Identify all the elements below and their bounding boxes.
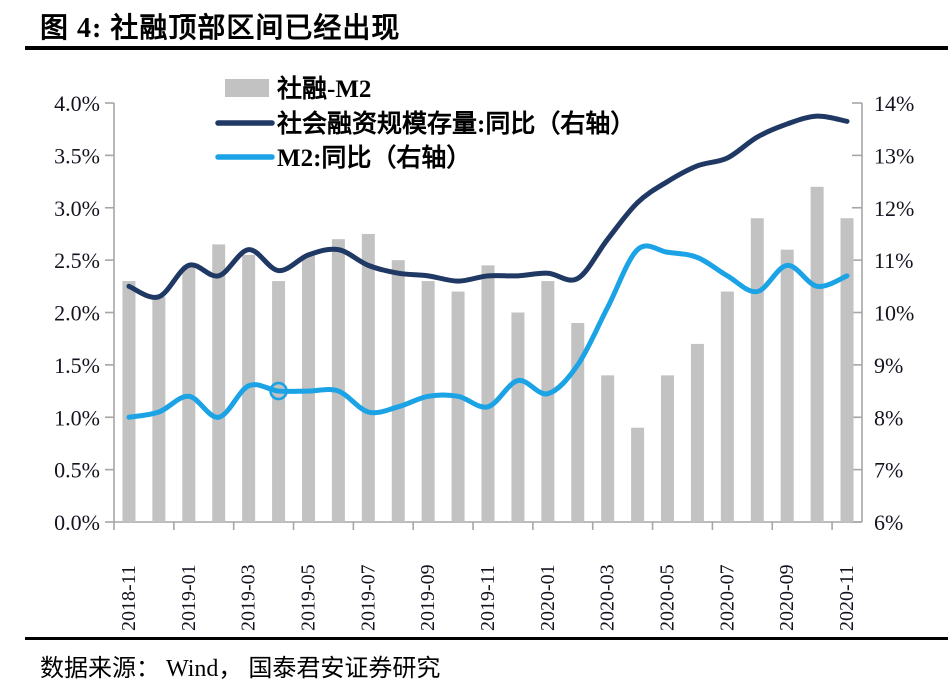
x-axis-label: 2019-01 (178, 564, 200, 631)
left-axis-tick-label: 2.0% (54, 301, 100, 326)
bar (272, 281, 286, 522)
data-source-note: 数据来源： Wind， 国泰君安证券研究 (40, 656, 441, 682)
right-axis-tick-label: 8% (874, 405, 903, 430)
bar (361, 233, 375, 522)
legend-label-m2: M2:同比（右轴） (277, 143, 471, 172)
m2-line-circle-marker (269, 381, 288, 401)
x-axis-label: 2020-07 (716, 564, 738, 631)
left-axis-tick-label: 2.5% (54, 248, 100, 273)
right-axis-tick-label: 6% (874, 510, 903, 535)
x-axis-label: 2020-05 (657, 564, 679, 631)
legend-label-bar: 社融-M2 (277, 74, 371, 103)
x-axis-label: 2018-11 (118, 565, 140, 631)
x-axis-label: 2019-09 (417, 564, 439, 631)
x-axis-label: 2019-03 (238, 564, 260, 631)
right-axis-tick-label: 12% (874, 196, 914, 221)
x-axis-label: 2020-11 (836, 565, 858, 631)
left-axis-tick-label: 0.0% (54, 510, 100, 535)
bar (541, 281, 555, 522)
right-axis-tick-label: 14% (874, 91, 914, 116)
legend-label-sofr: 社会融资规模存量:同比（右轴） (277, 109, 635, 138)
figure-title: 图 4: 社融顶部区间已经出现 (40, 13, 401, 44)
bar (810, 186, 824, 523)
footer-rule (25, 637, 948, 640)
bar (780, 249, 794, 522)
x-axis-label: 2019-05 (297, 564, 319, 631)
bar (840, 218, 854, 522)
sofr-yoy-line (126, 113, 850, 300)
bar (511, 312, 525, 522)
right-axis-tick-label: 13% (874, 143, 914, 168)
bar (212, 244, 226, 522)
left-axis-tick-label: 3.0% (54, 196, 100, 221)
left-axis-tick-label: 0.5% (54, 458, 100, 483)
legend-swatch-bar (225, 79, 269, 97)
bar (182, 265, 196, 522)
bar (750, 218, 764, 522)
bar (720, 291, 734, 522)
right-axis-tick-label: 11% (874, 248, 914, 273)
right-axis-tick-label: 7% (874, 458, 903, 483)
right-axis-tick-label: 10% (874, 301, 914, 326)
bar (451, 291, 465, 522)
x-axis-label: 2020-09 (776, 564, 798, 631)
right-axis-tick-label: 9% (874, 353, 903, 378)
bar (122, 281, 136, 522)
bar (331, 239, 345, 523)
x-axis-label: 2020-01 (537, 564, 559, 631)
title-rule (25, 46, 948, 50)
left-axis-tick-label: 3.5% (54, 143, 100, 168)
m2-yoy-line (126, 243, 850, 420)
bar (661, 375, 675, 522)
x-axis-label: 2020-03 (597, 564, 619, 631)
x-axis-label: 2019-07 (357, 564, 379, 631)
left-axis-tick-label: 4.0% (54, 91, 100, 116)
bar (601, 375, 615, 522)
left-axis-tick-label: 1.0% (54, 405, 100, 430)
bar (421, 281, 435, 522)
bar (631, 427, 645, 522)
bar (301, 254, 315, 522)
x-axis-label: 2019-11 (477, 565, 499, 631)
bar (690, 343, 704, 522)
bar (481, 265, 495, 522)
bar (391, 260, 405, 522)
left-axis-tick-label: 1.5% (54, 353, 100, 378)
